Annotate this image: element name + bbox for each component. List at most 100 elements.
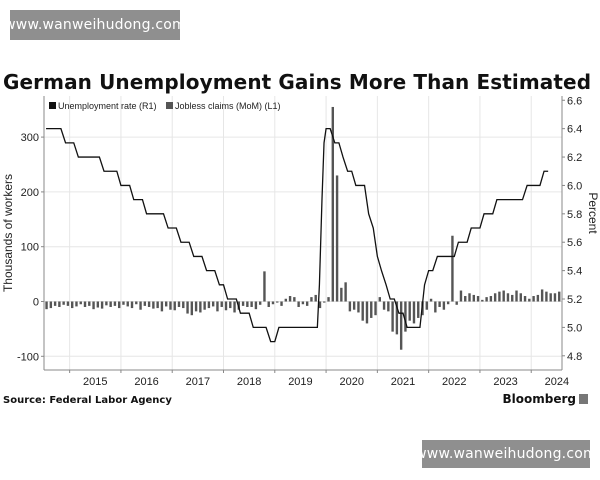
claims-bar — [549, 293, 552, 302]
jobless-claims-bars — [45, 106, 561, 350]
claims-bar — [464, 296, 467, 302]
claims-bar — [455, 301, 458, 305]
claims-bar — [348, 301, 352, 312]
claims-bar — [314, 294, 317, 302]
claims-bar — [446, 301, 450, 305]
claims-bar — [117, 301, 121, 309]
claims-bar — [83, 301, 87, 307]
claims-bar — [540, 289, 544, 302]
claims-bar — [169, 301, 172, 310]
claims-bar — [442, 301, 446, 310]
bloomberg-brand: Bloomberg — [503, 392, 588, 406]
x-tick-label: 2024 — [545, 376, 569, 388]
claims-bar — [126, 301, 129, 307]
claims-bar — [130, 301, 134, 309]
claims-bar — [399, 301, 403, 350]
claims-bar — [263, 271, 266, 302]
left-tick-label: 0 — [33, 297, 39, 309]
claims-bar — [515, 290, 518, 302]
claims-bar — [365, 301, 369, 324]
claims-bar — [96, 301, 100, 308]
claims-bar — [92, 301, 95, 310]
claims-bar — [194, 301, 198, 312]
right-tick-label: 6.4 — [567, 124, 582, 136]
claims-bar — [177, 301, 181, 307]
claims-bar — [481, 299, 484, 302]
claims-bar — [241, 301, 245, 306]
claims-bar — [528, 298, 531, 302]
claims-bar — [387, 301, 390, 312]
claims-bar — [152, 301, 155, 309]
claims-bar — [370, 301, 373, 318]
claims-bar — [139, 301, 142, 310]
claims-bar — [220, 301, 223, 307]
claims-bar — [156, 301, 159, 309]
claims-bar — [305, 301, 309, 306]
claims-bar — [382, 301, 386, 310]
claims-bar — [352, 301, 356, 310]
claims-bar — [49, 301, 53, 309]
legend-swatch-jobless-claims — [166, 102, 173, 109]
left-tick-label: 100 — [21, 242, 39, 254]
claims-bar — [502, 290, 505, 302]
claims-bar — [417, 301, 420, 318]
claims-bar — [216, 301, 219, 312]
claims-bar — [211, 301, 215, 307]
claims-bar — [280, 301, 283, 306]
claims-bar — [267, 301, 270, 307]
x-tick-label: 2019 — [288, 376, 312, 388]
claims-bar — [459, 290, 463, 302]
claims-bar — [378, 297, 381, 302]
claims-bar — [271, 301, 275, 305]
legend-swatch-unemployment-rate — [49, 102, 56, 109]
claims-bar — [88, 301, 91, 306]
claims-bar — [100, 301, 104, 309]
right-tick-label: 5.8 — [567, 209, 582, 221]
x-tick-label: 2021 — [391, 376, 415, 388]
claims-bar — [284, 298, 288, 302]
claims-bar — [532, 296, 535, 302]
claims-bar — [224, 301, 228, 311]
claims-bar — [164, 301, 168, 307]
claims-bar — [361, 301, 364, 321]
claims-bar — [190, 301, 194, 316]
claims-bar — [301, 301, 305, 305]
left-tick-label: 200 — [21, 187, 39, 199]
grid — [44, 96, 562, 370]
claims-bar — [506, 293, 510, 302]
bloomberg-logo-icon — [579, 394, 588, 404]
claims-bar — [135, 301, 138, 305]
claims-bar — [147, 301, 151, 307]
claims-bar — [331, 106, 334, 302]
claims-bar — [498, 291, 501, 302]
claims-bar — [246, 301, 249, 307]
claims-bar — [476, 296, 480, 302]
chart-title: German Unemployment Gains More Than Esti… — [3, 70, 592, 94]
right-tick-label: 5.0 — [567, 322, 582, 334]
x-tick-label: 2020 — [339, 376, 363, 388]
unemployment-rate-line — [46, 128, 549, 343]
x-tick-label: 2017 — [186, 376, 210, 388]
claims-bar — [391, 301, 394, 332]
claims-bar — [511, 294, 514, 302]
claims-bar — [340, 287, 343, 302]
claims-bar — [489, 296, 493, 302]
claims-bar — [545, 291, 548, 302]
claims-bar — [429, 298, 433, 302]
claims-bar — [318, 301, 322, 309]
right-tick-label: 4.8 — [567, 351, 582, 363]
claims-bar — [288, 296, 292, 302]
x-tick-label: 2016 — [134, 376, 158, 388]
right-tick-label: 6.0 — [567, 180, 582, 192]
claims-bar — [182, 301, 185, 309]
legend-label-jobless-claims: Jobless claims (MoM) (L1) — [175, 101, 281, 111]
right-tick-label: 5.4 — [567, 266, 582, 278]
right-tick-label: 6.6 — [567, 95, 582, 107]
claims-bar — [79, 301, 82, 305]
claims-bar — [327, 297, 330, 302]
left-tick-label: -100 — [17, 351, 39, 363]
legend-label-unemployment-rate: Unemployment rate (R1) — [58, 101, 157, 111]
claims-bar — [553, 293, 557, 302]
claims-bar — [62, 301, 65, 305]
claims-bar — [75, 301, 78, 307]
